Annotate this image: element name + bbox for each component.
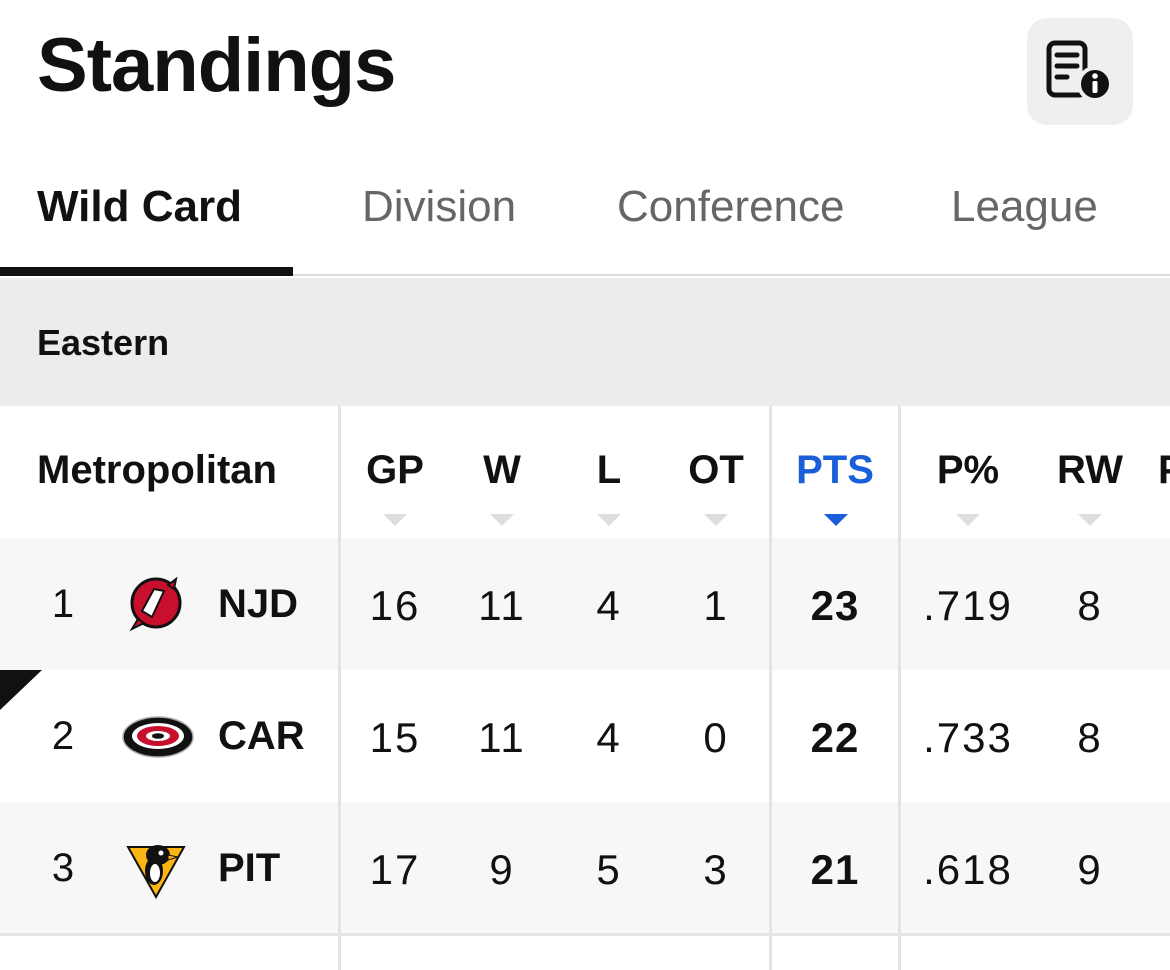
penguins-logo-icon — [126, 845, 186, 899]
column-header-partial[interactable]: P — [1158, 448, 1170, 493]
ot-value: 3 — [703, 846, 729, 893]
hurricanes-logo-icon — [122, 716, 194, 758]
row-divider — [0, 933, 1170, 936]
tab-bar: Wild Card Division Conference League — [0, 150, 1170, 276]
ot-value: 0 — [703, 714, 729, 761]
pct-value: .733 — [923, 714, 1013, 761]
pts-value: 21 — [810, 846, 860, 893]
column-divider — [338, 406, 341, 970]
l-value: 5 — [596, 846, 622, 893]
column-divider — [898, 406, 901, 970]
column-header-rw[interactable]: RW — [1057, 448, 1123, 492]
gp-value: 16 — [369, 582, 421, 629]
tab-division[interactable]: Division — [362, 182, 517, 231]
sort-caret-icon — [704, 514, 728, 526]
pct-value: .618 — [923, 846, 1013, 893]
tab-conference[interactable]: Conference — [617, 182, 845, 231]
team-abbreviation: CAR — [218, 714, 305, 758]
table-row[interactable]: 1 NJD 16 11 4 1 23 .719 8 — [0, 538, 1170, 670]
rank: 1 — [51, 582, 75, 626]
sort-caret-icon — [490, 514, 514, 526]
team-abbreviation: PIT — [218, 846, 281, 890]
conference-header: Eastern — [0, 278, 1170, 406]
l-value: 4 — [596, 714, 622, 761]
sort-caret-icon — [956, 514, 980, 526]
gp-value: 17 — [369, 846, 421, 893]
column-header-pts[interactable]: PTS — [796, 448, 874, 492]
w-value: 11 — [478, 714, 526, 761]
pts-value: 22 — [810, 714, 860, 761]
pct-value: .719 — [923, 582, 1013, 629]
pts-value: 23 — [810, 582, 860, 629]
column-header-ot[interactable]: OT — [688, 448, 744, 492]
rw-value: 9 — [1077, 846, 1103, 893]
column-header-pct[interactable]: P% — [936, 448, 1000, 492]
gp-value: 15 — [369, 714, 421, 761]
devils-logo-icon — [129, 576, 182, 632]
rank: 2 — [51, 714, 75, 758]
rank: 3 — [51, 846, 75, 890]
table-row[interactable]: 2 CAR 15 11 4 0 22 .733 8 — [0, 670, 1170, 802]
table-row[interactable]: 3 PIT 17 9 5 3 21 .618 9 — [0, 802, 1170, 934]
rw-value: 8 — [1077, 582, 1103, 629]
table-header-row: Metropolitan GP W L OT PTS P% RW P — [0, 406, 1170, 538]
ot-value: 1 — [703, 582, 729, 629]
info-button[interactable] — [1027, 18, 1133, 125]
team-abbreviation: NJD — [218, 582, 299, 626]
w-value: 9 — [489, 846, 515, 893]
sort-caret-active-icon — [824, 514, 848, 526]
active-tab-indicator — [0, 267, 293, 276]
w-value: 11 — [478, 582, 526, 629]
rw-value: 8 — [1077, 714, 1103, 761]
sort-caret-icon — [383, 514, 407, 526]
conference-label: Eastern — [37, 322, 170, 363]
page-title: Standings — [37, 23, 396, 108]
column-header-gp[interactable]: GP — [366, 448, 424, 492]
sort-caret-icon — [597, 514, 621, 526]
l-value: 4 — [596, 582, 622, 629]
column-divider — [769, 406, 772, 970]
column-header-w[interactable]: W — [483, 448, 521, 492]
division-label: Metropolitan — [37, 448, 277, 492]
tab-league[interactable]: League — [951, 182, 1098, 231]
document-info-icon — [1046, 40, 1113, 102]
clinch-marker-icon — [0, 670, 42, 710]
sort-caret-icon — [1078, 514, 1102, 526]
standings-table: 1 NJD 16 11 4 1 23 .719 8 2 — [0, 406, 1170, 970]
tab-wild-card[interactable]: Wild Card — [37, 182, 242, 231]
column-header-l[interactable]: L — [596, 448, 622, 492]
